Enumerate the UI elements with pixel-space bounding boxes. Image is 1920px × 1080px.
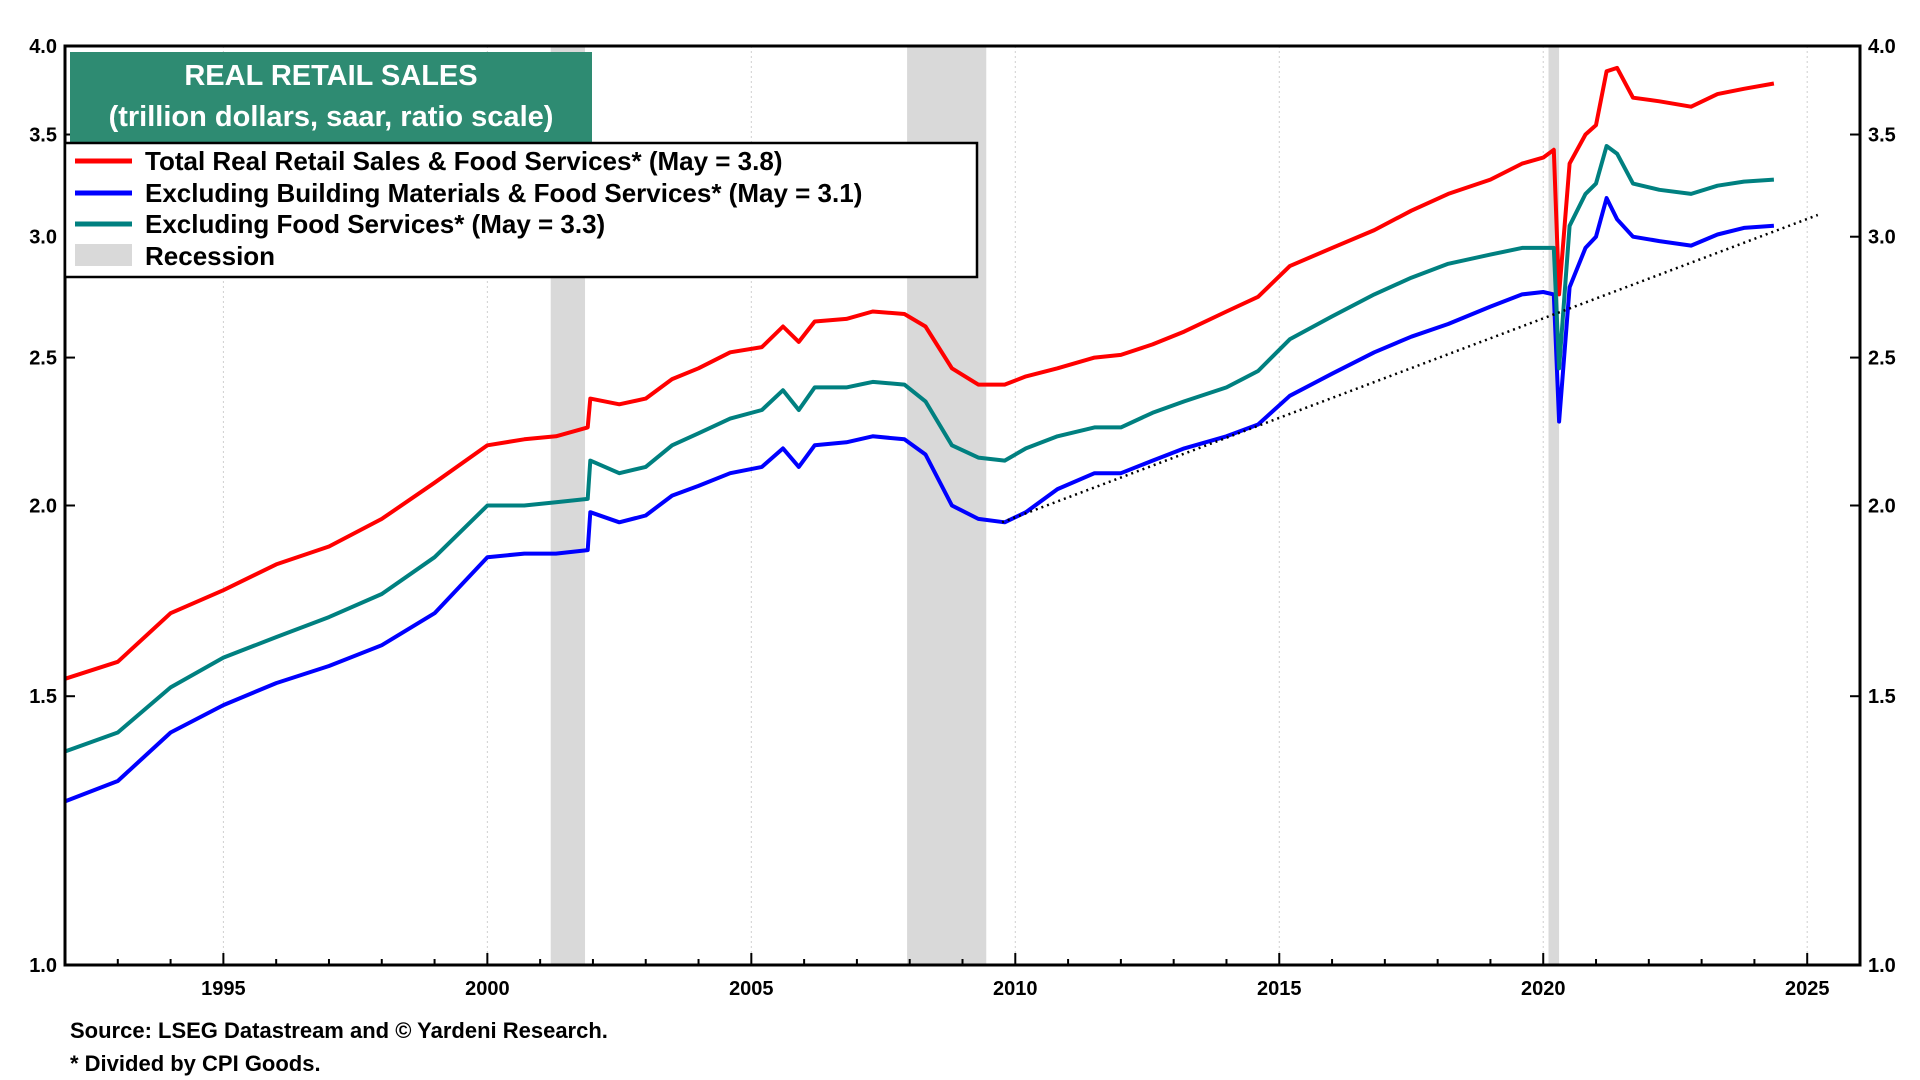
y-tick-label-right-2: 2.0 xyxy=(1868,496,1896,518)
x-tick-label-0: 1995 xyxy=(201,978,246,1000)
y-tick-label-right-5: 3.5 xyxy=(1868,125,1896,147)
y-tick-label-left-3: 2.5 xyxy=(29,348,57,370)
chart-title: REAL RETAIL SALES xyxy=(184,60,477,92)
legend-swatch-recession xyxy=(75,244,132,266)
x-tick-label-5: 2020 xyxy=(1521,978,1566,1000)
footnote: * Divided by CPI Goods. xyxy=(70,1051,321,1076)
legend-box xyxy=(63,141,979,279)
series-line-2 xyxy=(64,144,1775,754)
y-tick-label-left-2: 2.0 xyxy=(29,496,57,518)
x-tick-label-2: 2005 xyxy=(729,978,774,1000)
series-line-1 xyxy=(64,196,1775,804)
legend-label-ex-food: Excluding Food Services* (May = 3.3) xyxy=(145,209,605,239)
y-axis-right: 1.0 1.5 2.0 2.5 3.0 3.5 4.0 xyxy=(1850,36,1896,977)
chart-subtitle: (trillion dollars, saar, ratio scale) xyxy=(109,101,554,133)
title-box: REAL RETAIL SALES (trillion dollars, saa… xyxy=(70,52,592,142)
recession-bar-2 xyxy=(1548,46,1560,965)
legend: Total Real Retail Sales & Food Services*… xyxy=(63,141,979,279)
trendline xyxy=(1001,213,1819,524)
x-tick-label-1: 2000 xyxy=(465,978,510,1000)
x-tick-label-4: 2015 xyxy=(1257,978,1302,1000)
x-tick-label-3: 2010 xyxy=(993,978,1038,1000)
y-axis-left: 1.0 1.5 2.0 2.5 3.0 3.5 4.0 xyxy=(29,36,75,977)
y-tick-label-left-4: 3.0 xyxy=(29,227,57,249)
y-tick-label-right-1: 1.5 xyxy=(1868,686,1896,708)
y-tick-label-right-4: 3.0 xyxy=(1868,227,1896,249)
gridlines xyxy=(222,46,1808,965)
x-tick-label-6: 2025 xyxy=(1785,978,1830,1000)
y-tick-label-left-5: 3.5 xyxy=(29,125,57,147)
series-line-0 xyxy=(64,65,1775,681)
legend-label-recession: Recession xyxy=(145,241,275,271)
y-tick-label-right-6: 4.0 xyxy=(1868,36,1896,58)
source-note: Source: LSEG Datastream and © Yardeni Re… xyxy=(70,1018,608,1043)
y-tick-label-right-3: 2.5 xyxy=(1868,348,1896,370)
y-tick-label-right-0: 1.0 xyxy=(1868,955,1896,977)
y-tick-label-left-6: 4.0 xyxy=(29,36,57,58)
series-layer xyxy=(64,65,1775,804)
y-tick-label-left-1: 1.5 xyxy=(29,686,57,708)
title-background xyxy=(70,52,592,142)
x-axis: 1995 2000 2005 2010 2015 2020 2025 xyxy=(116,953,1830,1000)
y-tick-label-left-0: 1.0 xyxy=(29,955,57,977)
legend-label-total: Total Real Retail Sales & Food Services*… xyxy=(145,146,782,176)
legend-label-ex-building: Excluding Building Materials & Food Serv… xyxy=(145,178,862,208)
